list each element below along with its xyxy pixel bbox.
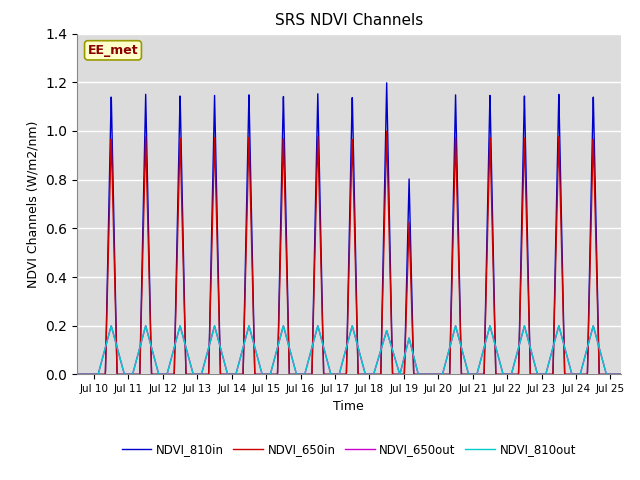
NDVI_650out (308, 345, 316, 350)
NDVI_650in (136, 372, 143, 377)
NDVI_650out (168, 352, 176, 358)
NDVI_810out (314, 323, 322, 329)
NDVI_810in (73, 372, 81, 377)
NDVI_650in (554, 179, 561, 185)
NDVI_650out (136, 345, 143, 351)
NDVI_650out (613, 372, 621, 377)
Line: NDVI_810in: NDVI_810in (77, 83, 628, 374)
NDVI_650in (308, 372, 316, 377)
NDVI_650in (383, 129, 390, 134)
NDVI_810out (136, 345, 143, 351)
NDVI_650in (168, 372, 176, 377)
NDVI_650in (73, 372, 81, 377)
Line: NDVI_810out: NDVI_810out (77, 326, 628, 374)
NDVI_810in (554, 144, 561, 150)
NDVI_650in (284, 323, 292, 329)
NDVI_810in (168, 372, 176, 377)
NDVI_650out (314, 323, 322, 329)
NDVI_810in (383, 80, 390, 86)
NDVI_810in (136, 372, 143, 377)
NDVI_810out (554, 327, 561, 333)
NDVI_650out (624, 372, 632, 377)
NDVI_810out (168, 352, 176, 358)
Line: NDVI_650in: NDVI_650in (77, 132, 628, 374)
NDVI_650out (554, 327, 561, 333)
X-axis label: Time: Time (333, 400, 364, 413)
NDVI_650out (284, 340, 292, 346)
NDVI_650out (73, 372, 81, 377)
Legend: NDVI_810in, NDVI_650in, NDVI_650out, NDVI_810out: NDVI_810in, NDVI_650in, NDVI_650out, NDV… (117, 438, 580, 461)
NDVI_810out (624, 372, 632, 377)
NDVI_810out (73, 372, 81, 377)
NDVI_650in (613, 372, 621, 377)
NDVI_650in (624, 372, 632, 377)
NDVI_810out (284, 340, 292, 346)
NDVI_810in (624, 372, 632, 377)
NDVI_810out (308, 345, 316, 350)
NDVI_810in (284, 314, 292, 320)
NDVI_810in (308, 372, 316, 377)
Title: SRS NDVI Channels: SRS NDVI Channels (275, 13, 423, 28)
Text: EE_met: EE_met (88, 44, 138, 57)
Line: NDVI_650out: NDVI_650out (77, 326, 628, 374)
NDVI_810out (613, 372, 621, 377)
NDVI_810in (613, 372, 621, 377)
Y-axis label: NDVI Channels (W/m2/nm): NDVI Channels (W/m2/nm) (26, 120, 40, 288)
